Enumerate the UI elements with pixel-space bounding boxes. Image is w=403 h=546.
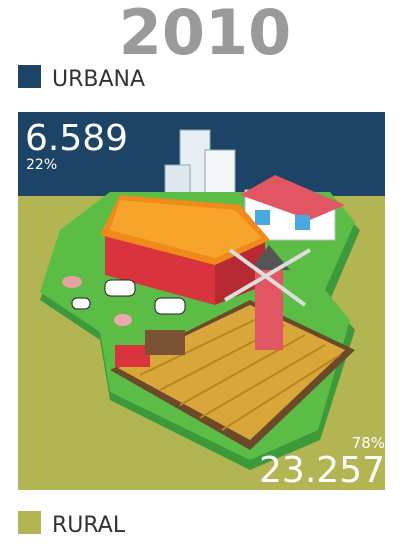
urban-percent: 22% [26,157,57,173]
legend-swatch [18,65,41,88]
year-title: 2010 [119,0,292,69]
rural-percent: 78% [352,434,385,452]
illustration [40,129,360,470]
legend-label: RURAL [52,513,126,538]
rural-value: 23.257 [259,450,385,491]
legend-label: URBANA [52,67,145,92]
urban-value: 6.589 [25,118,128,159]
legend-swatch [18,511,41,534]
